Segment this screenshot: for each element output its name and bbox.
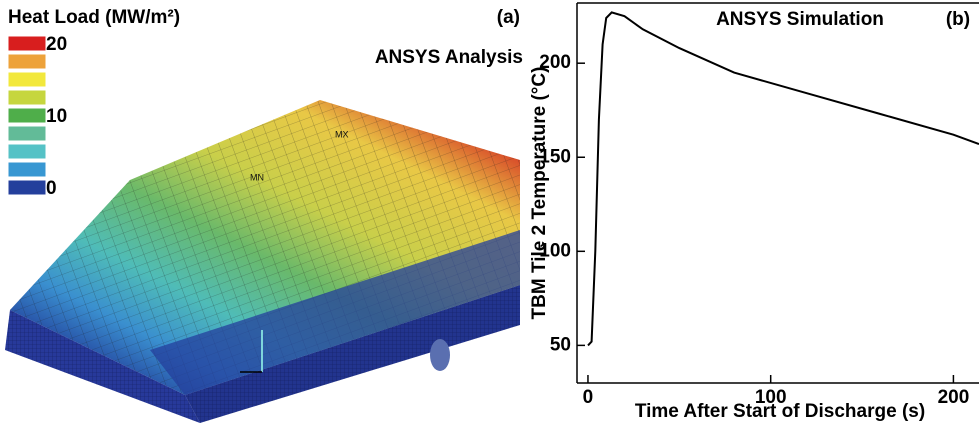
colorbar-swatch xyxy=(7,125,47,142)
x-tick-label: 200 xyxy=(938,387,970,408)
y-tick-label: 100 xyxy=(539,240,571,261)
colorbar-swatch xyxy=(7,107,47,124)
panel-title: ANSYS Simulation xyxy=(716,9,884,30)
panel-label: (a) xyxy=(497,7,520,28)
panel-a: Heat Load (MW/m²) (a) ANSYS Analysis MX … xyxy=(8,7,523,182)
panel-b: ANSYS Simulation (b) Time After Start of… xyxy=(529,2,979,422)
mesh-model xyxy=(5,100,520,423)
y-axis-title: TBM Tile 2 Temperature (°C) xyxy=(529,67,550,320)
panel-label: (b) xyxy=(946,9,970,30)
y-tick-label: 200 xyxy=(539,52,571,73)
x-axis-title: Time After Start of Discharge (s) xyxy=(635,401,925,422)
y-tick-label: 150 xyxy=(539,146,571,167)
x-tick-label: 0 xyxy=(583,387,594,408)
colorbar-label: 0 xyxy=(46,178,57,199)
x-tick-label: 100 xyxy=(755,387,787,408)
colorbar-swatch xyxy=(7,161,47,178)
y-tick-label: 50 xyxy=(550,334,571,355)
annotation: MX xyxy=(335,129,349,139)
data-line xyxy=(587,11,979,347)
colorbar-title: Heat Load (MW/m²) xyxy=(8,7,180,28)
colorbar-swatch xyxy=(7,35,47,52)
colorbar-swatch xyxy=(7,179,47,196)
annotation: MN xyxy=(250,172,264,182)
colorbar-label: 20 xyxy=(46,34,67,55)
colorbar-swatch xyxy=(7,89,47,106)
colorbar-swatch xyxy=(7,53,47,70)
colorbar-label: 10 xyxy=(46,106,67,127)
panel-title: ANSYS Analysis xyxy=(375,47,523,68)
colorbar-swatch xyxy=(7,143,47,160)
colorbar-swatch xyxy=(7,71,47,88)
